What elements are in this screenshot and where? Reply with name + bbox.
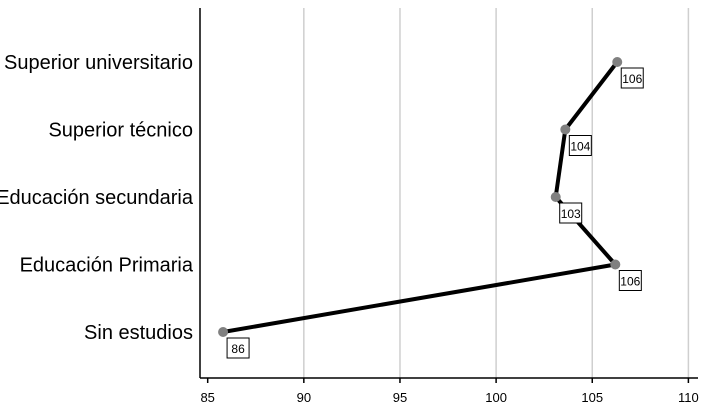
data-label-text: 86 (231, 342, 245, 356)
category-label: Sin estudios (84, 322, 193, 344)
category-label: Educación secundaria (0, 187, 194, 209)
data-label: 104 (568, 135, 592, 156)
series (218, 57, 623, 337)
data-label: 86 (226, 337, 250, 359)
data-label-text: 106 (622, 72, 642, 86)
data-point (612, 57, 623, 67)
data-point (218, 327, 229, 337)
data-label: 106 (618, 270, 642, 291)
axes: 85 90 95 100 105 110 (199, 8, 699, 405)
grid-lines (303, 8, 690, 378)
category-label: Superior universitario (4, 52, 193, 74)
data-label-box (620, 67, 644, 89)
data-label: 103 (559, 202, 583, 224)
x-tick-label-105: 105 (581, 390, 603, 405)
x-tick-label-100: 100 (485, 390, 507, 405)
data-label-text: 104 (570, 140, 590, 154)
data-label-box (559, 202, 583, 224)
data-point (560, 124, 571, 135)
data-point (550, 192, 561, 202)
x-tick-label-110: 110 (678, 390, 699, 405)
x-tick-label-90: 90 (297, 390, 311, 405)
data-label-box (618, 270, 642, 291)
data-label-box (226, 337, 250, 359)
category-label: Educación Primaria (20, 255, 194, 277)
data-label-box (568, 135, 592, 156)
labels: Superior universitario Superior técnico Ed… (0, 52, 644, 359)
category-label: Superior técnico (48, 120, 193, 142)
data-label: 106 (620, 67, 644, 89)
x-tick-label-95: 95 (393, 390, 407, 405)
x-tick-label-85: 85 (200, 390, 214, 405)
data-label-text: 106 (620, 275, 640, 289)
data-point (610, 259, 621, 270)
data-label-text: 103 (561, 207, 581, 221)
